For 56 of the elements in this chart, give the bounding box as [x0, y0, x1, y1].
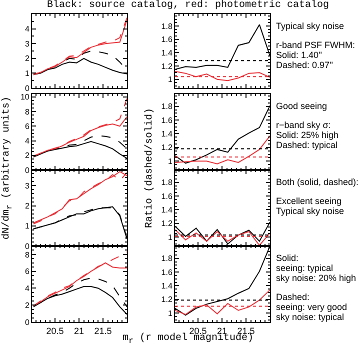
y-tick-label: 1.4	[161, 206, 173, 215]
y-tick-label: 0	[24, 318, 30, 327]
text: Solid: seeing: typical sky noise: 20% high	[276, 253, 358, 283]
y-tick-label: 1	[168, 75, 173, 84]
y-axis-title: Ratio (dashed/solid)	[144, 108, 156, 228]
y-tick-label: 1.8	[161, 254, 173, 264]
y-tick-label: 1	[24, 69, 30, 78]
y-tick-label: 1.6	[161, 35, 173, 44]
y-tick-label: 1.2	[161, 143, 173, 152]
x-axis-title: m$_{r}$ (r model magnitude)	[122, 333, 254, 346]
y-tick-label: 8	[24, 250, 30, 260]
y-tick-label: 0	[24, 166, 30, 175]
y-tick-label: 1.6	[161, 268, 173, 277]
y-tick-label: 1.2	[161, 62, 173, 71]
y-tick-label: 0	[24, 84, 30, 93]
y-tick-label: 3	[24, 181, 30, 190]
y-tick-label: 8	[24, 107, 30, 116]
y-tick-label: 1	[24, 222, 30, 231]
y-tick-label: 0	[24, 242, 30, 251]
y-tick-label: 1.8	[161, 102, 173, 112]
y-tick-label: 1.4	[161, 282, 173, 291]
y-tick-label: 4	[24, 136, 30, 146]
text: Both (solid, dashed):	[276, 177, 358, 187]
text: Black: source catalog, red: photometric catalog	[46, 0, 330, 11]
x-tick-label: 21.5	[237, 326, 255, 336]
y-tick-label: 2	[24, 54, 30, 64]
y-tick-label: 1	[168, 308, 173, 318]
y-tick-label: 1.8	[161, 22, 173, 31]
y-tick-label: 1.4	[161, 48, 173, 58]
y-tick-label: 2	[24, 202, 30, 211]
x-tick-label: 21.5	[94, 326, 112, 336]
y-tick-label: 1.2	[161, 219, 173, 228]
x-tick-label: 20.5	[189, 326, 207, 336]
y-tick-label: 2	[24, 300, 30, 310]
y-tick-label: 1	[168, 232, 173, 242]
y-tick-label: 1.2	[161, 295, 173, 304]
text: r-band PSF FWHM: Solid: 1.40'' Dashed: 0.97''	[276, 40, 356, 70]
x-tick-label: 20.5	[46, 326, 64, 336]
y-tick-label: 2	[24, 151, 30, 160]
y-tick-label: 1.8	[161, 178, 173, 188]
y-tick-label: 3	[24, 39, 30, 48]
y-tick-label: 4	[24, 284, 30, 294]
text: Typical sky noise	[276, 21, 346, 31]
y-tick-label: 4	[24, 24, 30, 34]
y-tick-label: 6	[24, 267, 30, 276]
x-tick-label: 21	[74, 326, 84, 336]
text: r−band sky σ: Solid: 25% high Dashed: typical	[276, 120, 340, 150]
y-tick-label: 1.4	[161, 130, 173, 139]
text: Dashed: seeing: very good sky noise: typical	[276, 292, 348, 322]
y-tick-label: 10	[20, 92, 30, 102]
y-tick-label: 1.6	[161, 116, 173, 125]
text: Excellent seeing Typical sky noise	[276, 196, 346, 216]
text: Good seeing	[276, 101, 328, 111]
y-tick-label: 6	[24, 122, 30, 131]
y-tick-label: 1	[168, 156, 173, 166]
y-tick-label: 1.6	[161, 192, 173, 201]
